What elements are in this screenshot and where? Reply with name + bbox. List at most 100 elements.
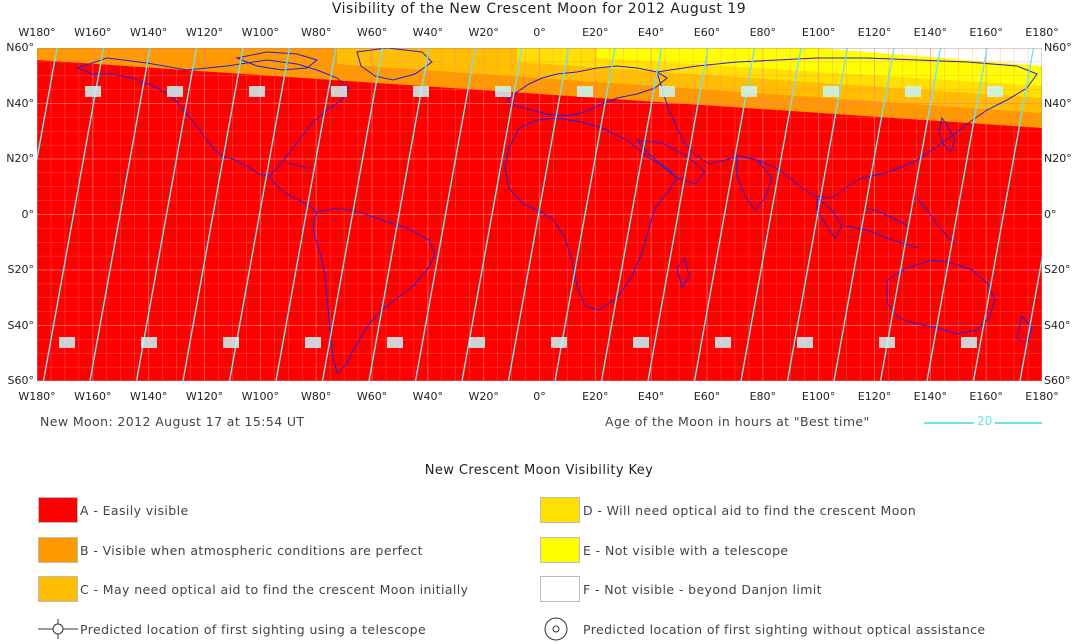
lon-label-top: E180°: [1025, 26, 1059, 39]
lon-label-bottom: E120°: [857, 390, 892, 403]
lon-label-bottom: 0°: [533, 390, 546, 403]
age-contour-label-box: [167, 86, 183, 97]
lon-label-bottom: E40°: [637, 390, 665, 403]
lon-label-top: E120°: [857, 26, 892, 39]
lon-label-top: E60°: [693, 26, 721, 39]
lon-label-bottom: W20°: [468, 390, 499, 403]
lon-label-top: 0°: [533, 26, 546, 39]
double-circle-icon: [544, 617, 568, 641]
age-contour-label-box: [331, 86, 347, 97]
key-swatch-b: [38, 537, 78, 563]
age-contour-line: [321, 48, 384, 381]
coastlines: [75, 48, 1038, 374]
lat-label-right: 0°: [1044, 207, 1057, 221]
lon-label-bottom: W100°: [241, 390, 280, 403]
lat-label-right: N20°: [1044, 152, 1072, 165]
lon-label-top: E100°: [801, 26, 836, 39]
lon-label-bottom: E20°: [582, 390, 609, 403]
lon-label-bottom: W80°: [300, 390, 332, 403]
lon-label-bottom: E100°: [801, 390, 836, 403]
lon-label-top: W180°: [18, 26, 56, 39]
lat-label-left: S40°: [7, 318, 34, 332]
age-caption: Age of the Moon in hours at "Best time": [605, 414, 870, 429]
key-text-a: A - Easily visible: [80, 503, 189, 518]
lat-label-left: N20°: [6, 152, 34, 165]
lon-label-bottom: E160°: [969, 390, 1003, 403]
map-title: Visibility of the New Crescent Moon for …: [331, 1, 747, 17]
lon-label-top: E140°: [913, 26, 948, 39]
key-swatch-a: [38, 497, 78, 523]
age-contour-line: [182, 48, 244, 381]
lon-label-bottom: W160°: [74, 390, 112, 403]
lon-label-top: W40°: [412, 26, 444, 39]
age-contour-line: [926, 48, 988, 381]
telescope-sighting-text: Predicted location of first sighting usi…: [80, 622, 427, 637]
age-contour-line: [89, 48, 151, 381]
key-text-e: E - Not visible with a telescope: [583, 543, 789, 558]
age-contour-line: [507, 48, 570, 381]
lon-label-bottom: E60°: [693, 390, 721, 403]
lon-label-bottom: W140°: [129, 390, 168, 403]
age-contour-label-box: [141, 337, 157, 348]
lon-label-bottom: E80°: [749, 390, 777, 403]
age-contour-label-box: [305, 337, 321, 348]
lon-label-top: E160°: [969, 26, 1003, 39]
lon-label-top: W120°: [185, 26, 224, 39]
key-text-d: D - Will need optical aid to find the cr…: [583, 503, 917, 518]
naked-eye-sighting-text: Predicted location of first sighting wit…: [583, 622, 986, 637]
lat-label-left: N40°: [6, 96, 34, 110]
age-contour-label-box: [659, 86, 675, 97]
lon-label-bottom: W120°: [185, 390, 224, 403]
age-contour-line: [740, 48, 802, 381]
new-moon-info: New Moon: 2012 August 17 at 15:54 UT: [40, 414, 305, 429]
lon-label-top: W80°: [300, 26, 332, 39]
lon-label-top: W140°: [129, 26, 168, 39]
age-contour-label-box: [551, 337, 567, 348]
lon-label-top: E20°: [582, 26, 609, 39]
lat-label-right: N60°: [1044, 41, 1072, 54]
lon-label-top: E40°: [637, 26, 665, 39]
lat-label-left: S60°: [7, 374, 34, 387]
lat-label-right: S60°: [1044, 374, 1071, 387]
lat-label-left: 0°: [21, 207, 35, 221]
crosshair-circle-icon: [38, 619, 78, 639]
age-contour-label-box: [823, 86, 839, 97]
key-swatch-f: [540, 576, 580, 602]
age-contour-line: [1019, 254, 1042, 381]
lat-label-left: S20°: [7, 263, 34, 276]
lat-label-left: N60°: [6, 41, 34, 54]
age-contour-label-box: [59, 337, 75, 348]
age-contour-line: [275, 48, 337, 381]
lon-label-bottom: W40°: [412, 390, 444, 403]
visibility-map: [37, 48, 1042, 381]
age-contour-label-box: [905, 86, 921, 97]
key-text-b: B - Visible when atmospheric conditions …: [80, 543, 423, 558]
age-contour-label-box: [469, 337, 485, 348]
age-contour-line: [600, 48, 663, 381]
age-contour-label-box: [987, 86, 1003, 97]
age-contour-line: [414, 48, 477, 381]
age-contour-line: [972, 48, 1035, 381]
key-text-c: C - May need optical aid to find the cre…: [80, 582, 469, 597]
lon-label-top: W100°: [241, 26, 280, 39]
age-contour-label-box: [961, 337, 977, 348]
key-title: New Crescent Moon Visibility Key: [424, 463, 654, 478]
key-swatch-d: [540, 497, 580, 523]
lon-label-top: W60°: [356, 26, 388, 39]
age-contour-label-box: [249, 86, 265, 97]
lat-label-right: S40°: [1044, 318, 1071, 332]
age-contour-label-box: [741, 86, 757, 97]
age-contour-label-box: [85, 86, 101, 97]
moon-age-contours: [37, 48, 1042, 381]
lat-label-right: N40°: [1044, 96, 1072, 110]
lon-label-top: W160°: [74, 26, 112, 39]
age-contour-line: [37, 48, 58, 163]
age-contour-label-box: [633, 337, 649, 348]
age-contour-label-box: [797, 337, 813, 348]
age-contour-line: [833, 48, 895, 381]
key-swatch-e: [540, 537, 580, 563]
age-contour-label-box: [495, 86, 511, 97]
lon-label-top: W20°: [468, 26, 499, 39]
lon-label-top: E80°: [749, 26, 777, 39]
age-contour-label-box: [413, 86, 429, 97]
